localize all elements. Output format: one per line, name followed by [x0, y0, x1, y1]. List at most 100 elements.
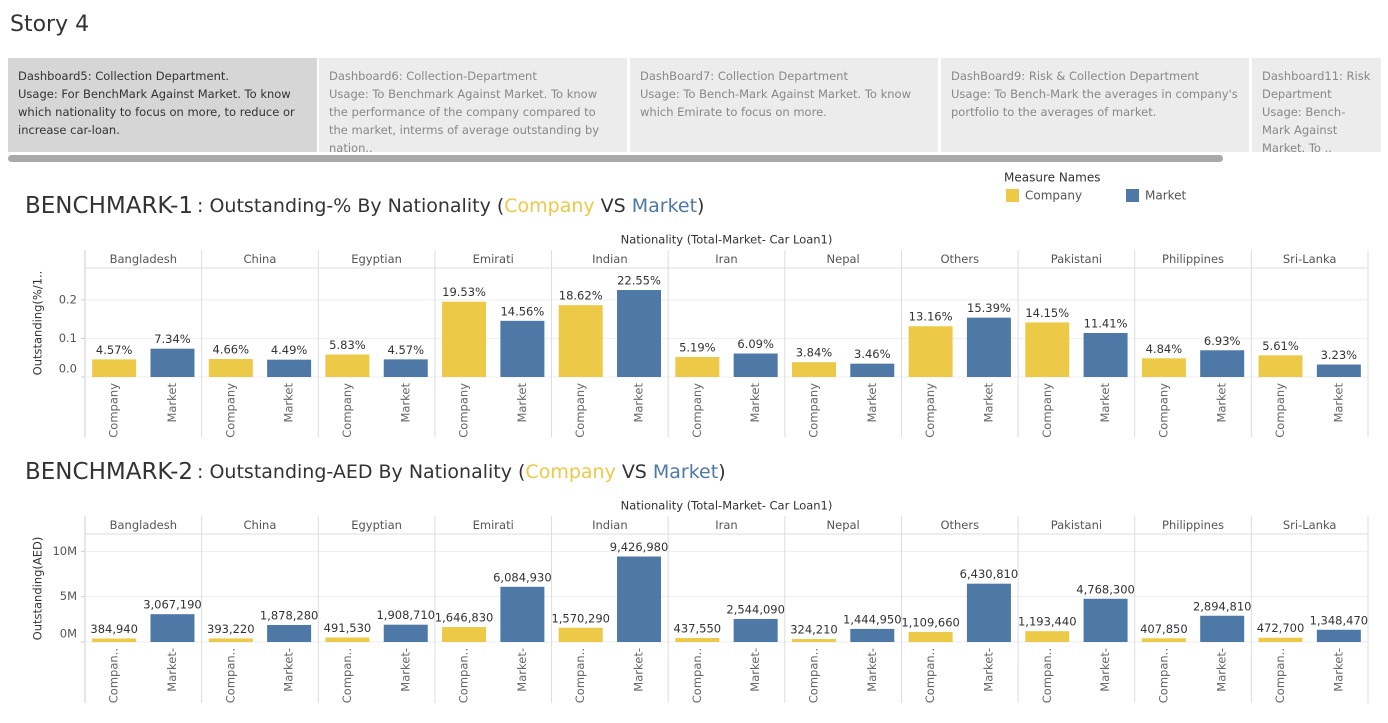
bar	[92, 638, 137, 642]
value-label: 4.84%	[1146, 342, 1183, 356]
group-label: Sri-Lanka	[1283, 518, 1337, 532]
value-label: 3.84%	[796, 346, 833, 360]
group-label: Indian	[592, 252, 628, 266]
value-label: 4.57%	[387, 343, 424, 357]
value-label: 491,530	[324, 621, 372, 635]
group-label: Iran	[715, 252, 737, 266]
sub-label: Market-	[865, 648, 879, 692]
value-label: 1,193,440	[1018, 615, 1077, 629]
value-label: 5.83%	[329, 338, 366, 352]
group-label: Pakistani	[1051, 518, 1102, 532]
sub-label: Market-	[748, 648, 762, 692]
bar	[733, 618, 778, 642]
sub-label: Market	[1098, 383, 1112, 423]
tab-title: DashBoard7: Collection Department	[640, 69, 848, 83]
chart-title: BENCHMARK-2: Outstanding-AED By National…	[25, 459, 726, 485]
sub-label: Company	[223, 383, 237, 438]
group-label: China	[244, 518, 277, 532]
sub-label: Compan..	[340, 648, 354, 703]
tab-title: Dashboard6: Collection-Department	[329, 69, 537, 83]
story-tab[interactable]: Dashboard6: Collection-Department Usage: …	[319, 58, 627, 152]
value-label: 3.23%	[1321, 348, 1358, 362]
value-label: 18.62%	[559, 289, 603, 303]
bar	[500, 320, 545, 377]
scrollbar[interactable]	[8, 155, 1223, 162]
group-label: Philippines	[1162, 518, 1224, 532]
bar	[617, 556, 662, 642]
value-label: 13.16%	[909, 310, 953, 324]
value-label: 2,544,090	[726, 602, 785, 616]
y-tick-label: 0.2	[59, 292, 77, 306]
subtitle-company: Company	[504, 195, 594, 217]
sub-label: Compan..	[223, 648, 237, 703]
bar	[1316, 364, 1361, 377]
y-tick-label: 10M	[52, 544, 77, 558]
value-label: 15.39%	[967, 301, 1011, 315]
value-label: 407,850	[1140, 622, 1188, 636]
sub-label: Market	[981, 383, 995, 423]
value-label: 4,768,300	[1076, 582, 1135, 596]
bar	[208, 359, 253, 377]
sub-label: Compan..	[1040, 648, 1054, 703]
sub-label: Company	[457, 383, 471, 438]
group-label: Nepal	[827, 252, 860, 266]
value-label: 472,700	[1257, 621, 1305, 635]
tab-title: DashBoard9: Risk & Collection Department	[951, 69, 1200, 83]
bar	[675, 356, 720, 377]
y-tick-label: 5M	[60, 589, 77, 603]
title-main: BENCHMARK-1	[25, 193, 193, 219]
sub-label: Market-	[282, 648, 296, 692]
bar	[1025, 322, 1070, 377]
bar	[1141, 358, 1186, 377]
bar	[1083, 598, 1128, 642]
sub-label: Market-	[398, 648, 412, 692]
value-label: 6,430,810	[960, 567, 1019, 581]
bar	[791, 362, 836, 377]
tab-usage: Usage: For BenchMark Against Market. To …	[18, 87, 295, 137]
subtitle-market: Market	[653, 461, 718, 483]
bar	[325, 637, 370, 642]
value-label: 1,908,710	[376, 608, 435, 622]
bar	[325, 354, 370, 377]
sub-label: Compan..	[923, 648, 937, 703]
sub-label: Company	[923, 383, 937, 438]
value-label: 11.41%	[1084, 316, 1128, 330]
story-tab[interactable]: DashBoard9: Risk & Collection Department…	[941, 58, 1249, 152]
tab-title: Dashboard5: Collection Department.	[18, 69, 230, 83]
group-label: Others	[940, 518, 979, 532]
y-axis-label: Outstanding(AED)	[31, 537, 45, 641]
bar	[150, 348, 195, 377]
sub-label: Compan..	[457, 648, 471, 703]
sub-label: Market	[1331, 383, 1345, 423]
value-label: 19.53%	[442, 285, 486, 299]
sub-label: Compan..	[107, 648, 121, 703]
value-label: 1,444,950	[843, 612, 902, 626]
bar	[267, 359, 312, 377]
value-label: 4.49%	[271, 343, 308, 357]
value-label: 1,646,830	[435, 611, 494, 625]
value-label: 1,348,470	[1310, 613, 1369, 627]
value-label: 4.66%	[213, 343, 250, 357]
sub-label: Company	[1156, 383, 1170, 438]
bar	[908, 326, 953, 377]
sub-label: Company	[573, 383, 587, 438]
bar	[92, 359, 137, 377]
bar	[1083, 332, 1128, 377]
bar	[675, 638, 720, 642]
story-tab[interactable]: Dashboard11: Risk Department Usage: Bench…	[1252, 58, 1381, 152]
story-tab[interactable]: DashBoard7: Collection Department Usage: …	[630, 58, 938, 152]
story-tab[interactable]: Dashboard5: Collection Department. Usage:…	[8, 58, 317, 152]
bar	[267, 624, 312, 642]
bar	[1141, 638, 1186, 642]
value-label: 2,894,810	[1193, 599, 1252, 613]
sub-label: Market-	[1098, 648, 1112, 692]
bar	[733, 353, 778, 377]
group-label: Indian	[592, 518, 628, 532]
sub-label: Market-	[1215, 648, 1229, 692]
sub-label: Compan..	[573, 648, 587, 703]
sub-label: Market-	[515, 648, 529, 692]
sub-label: Compan..	[690, 648, 704, 703]
sub-label: Market	[515, 383, 529, 423]
